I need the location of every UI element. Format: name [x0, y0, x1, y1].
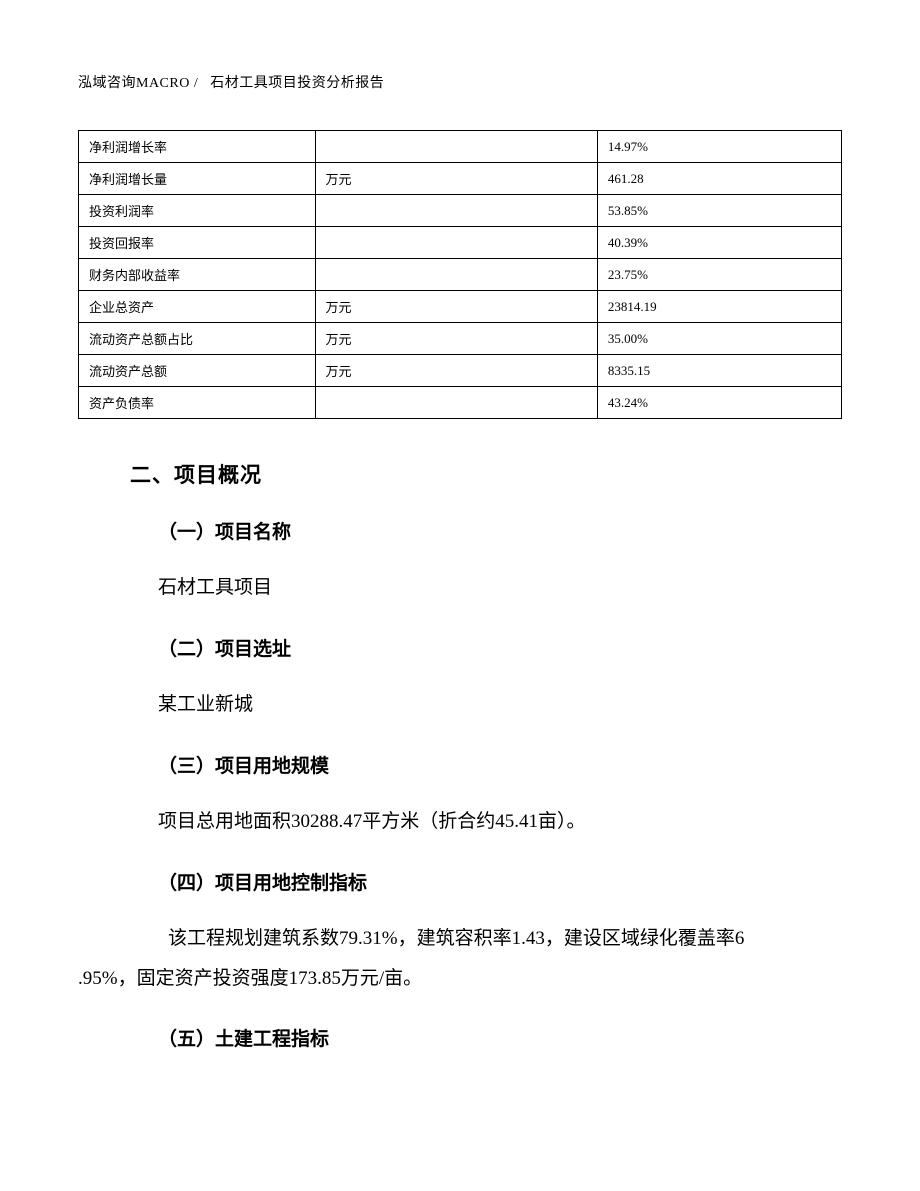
subsection-title-3: （三）项目用地规模 — [130, 751, 832, 778]
body-text: 该工程规划建筑系数79.31%，建筑容积率1.43，建设区域绿化覆盖率6 — [130, 919, 832, 959]
table-row: 流动资产总额占比 万元 35.00% — [79, 323, 842, 355]
row-label: 流动资产总额 — [79, 355, 316, 387]
row-label: 投资回报率 — [79, 227, 316, 259]
body-text: .95%，固定资产投资强度173.85万元/亩。 — [78, 959, 832, 999]
header-slash: / — [194, 76, 198, 91]
row-label: 净利润增长量 — [79, 163, 316, 195]
row-value: 40.39% — [597, 227, 841, 259]
row-label: 资产负债率 — [79, 387, 316, 419]
row-unit: 万元 — [315, 355, 597, 387]
table-row: 净利润增长量 万元 461.28 — [79, 163, 842, 195]
table-row: 流动资产总额 万元 8335.15 — [79, 355, 842, 387]
page-header: 泓域咨询MACRO / 石材工具项目投资分析报告 — [78, 72, 842, 92]
header-company: 泓域咨询MACRO — [78, 76, 190, 91]
section-title: 二、项目概况 — [130, 459, 832, 489]
financial-table: 净利润增长率 14.97% 净利润增长量 万元 461.28 投资利润率 53.… — [78, 130, 842, 419]
row-label: 流动资产总额占比 — [79, 323, 316, 355]
row-unit — [315, 259, 597, 291]
subsection-title-4: （四）项目用地控制指标 — [130, 868, 832, 895]
row-value: 14.97% — [597, 131, 841, 163]
row-unit — [315, 227, 597, 259]
row-unit — [315, 387, 597, 419]
table-row: 企业总资产 万元 23814.19 — [79, 291, 842, 323]
table-row: 净利润增长率 14.97% — [79, 131, 842, 163]
row-unit: 万元 — [315, 291, 597, 323]
subsection-title-1: （一）项目名称 — [130, 517, 832, 544]
table-row: 投资利润率 53.85% — [79, 195, 842, 227]
table-row: 资产负债率 43.24% — [79, 387, 842, 419]
subsection-title-5: （五）土建工程指标 — [130, 1024, 832, 1051]
table-row: 投资回报率 40.39% — [79, 227, 842, 259]
row-unit — [315, 195, 597, 227]
row-unit: 万元 — [315, 323, 597, 355]
row-label: 财务内部收益率 — [79, 259, 316, 291]
row-label: 净利润增长率 — [79, 131, 316, 163]
body-text: 石材工具项目 — [130, 568, 832, 608]
body-text: 项目总用地面积30288.47平方米（折合约45.41亩）。 — [130, 802, 832, 842]
row-unit: 万元 — [315, 163, 597, 195]
row-value: 53.85% — [597, 195, 841, 227]
row-value: 23814.19 — [597, 291, 841, 323]
row-value: 23.75% — [597, 259, 841, 291]
row-value: 43.24% — [597, 387, 841, 419]
row-unit — [315, 131, 597, 163]
body-text: 某工业新城 — [130, 685, 832, 725]
document-content: 二、项目概况 （一）项目名称 石材工具项目 （二）项目选址 某工业新城 （三）项… — [78, 459, 842, 1051]
row-label: 企业总资产 — [79, 291, 316, 323]
row-value: 8335.15 — [597, 355, 841, 387]
subsection-title-2: （二）项目选址 — [130, 634, 832, 661]
header-doc-title: 石材工具项目投资分析报告 — [210, 76, 384, 91]
row-value: 461.28 — [597, 163, 841, 195]
row-label: 投资利润率 — [79, 195, 316, 227]
table-row: 财务内部收益率 23.75% — [79, 259, 842, 291]
row-value: 35.00% — [597, 323, 841, 355]
